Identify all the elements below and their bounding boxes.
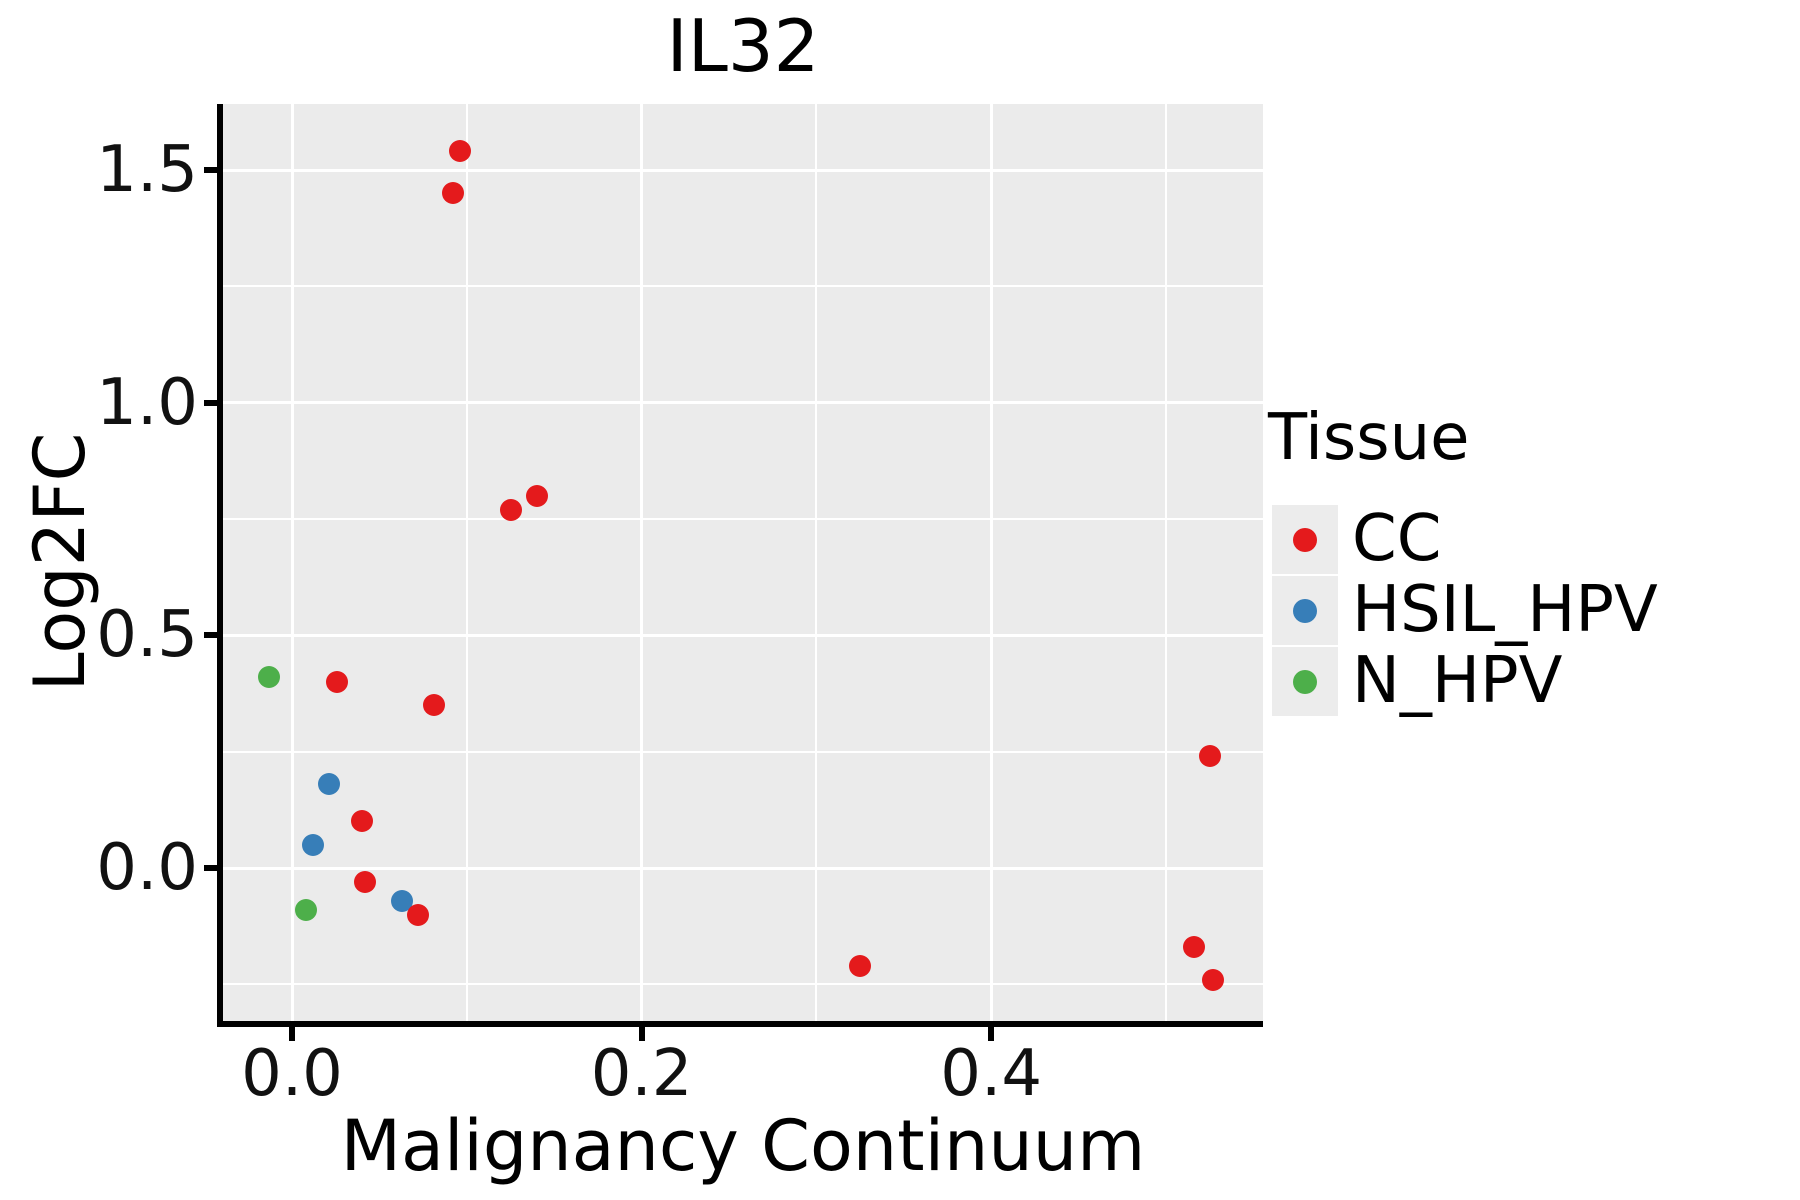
gridline-y-major [223,633,1263,637]
data-point-n_hpv [294,898,317,921]
data-point-cc [422,694,445,717]
x-tick-label: 0.0 [241,1037,343,1111]
gridline-y-minor [223,285,1263,288]
gridline-x-minor [1165,104,1167,1021]
y-tick-label: 1.0 [96,365,198,440]
y-tick-label: 1.5 [96,133,198,207]
legend-label: HSIL_HPV [1352,573,1658,647]
plot-panel [223,104,1263,1021]
gridline-x-major [989,104,993,1021]
legend-dot-n_hpv-icon [1293,669,1317,694]
y-tick-label: 0.5 [96,598,198,673]
legend-label: N_HPV [1352,644,1563,718]
gridline-x-major [290,104,294,1021]
plot-title: IL32 [666,4,820,88]
legend-key-box [1272,505,1338,574]
gridline-y-major [223,168,1263,172]
gridline-y-minor [223,983,1263,986]
x-tick [988,1027,995,1041]
legend-title: Tissue [1268,401,1470,475]
data-point-cc [1202,968,1225,991]
x-axis-title: Malignancy Continuum [340,1105,1146,1187]
data-point-cc [525,484,548,507]
legend-dot-cc-icon [1293,527,1317,552]
data-point-cc [406,903,429,926]
legend-dot-hsil_hpv-icon [1293,598,1317,623]
y-tick-label: 0.0 [96,831,198,905]
y-tick [204,865,217,871]
legend-key-box [1272,647,1338,716]
data-point-cc [849,954,872,977]
data-point-cc [1198,745,1221,768]
data-point-cc [441,182,464,205]
data-point-cc [448,140,471,163]
data-point-cc [499,498,522,521]
data-point-hsil_hpv [391,889,414,912]
data-point-cc [350,810,373,833]
gridline-x-major [640,104,644,1021]
gridline-y-minor [223,750,1263,753]
data-point-n_hpv [258,666,281,689]
y-axis-title-text: Log2FC [19,432,101,692]
data-point-hsil_hpv [301,833,324,856]
gridline-y-major [223,401,1263,405]
gridline-y-major [223,866,1263,870]
y-tick [204,632,217,639]
data-point-cc [354,870,377,893]
gridline-x-minor [465,104,468,1021]
data-point-cc [326,670,349,693]
y-tick [204,167,217,173]
y-tick [204,399,217,406]
data-point-hsil_hpv [317,773,340,796]
data-point-cc [1182,936,1205,959]
gridline-x-minor [815,104,818,1021]
x-tick [289,1027,295,1041]
x-tick-label: 0.2 [590,1037,693,1111]
y-axis-line [217,104,223,1027]
legend-label: CC [1352,502,1442,576]
x-tick-label: 0.4 [940,1037,1043,1111]
gridline-y-minor [223,518,1263,520]
x-tick [638,1027,645,1041]
x-axis-line [217,1021,1263,1027]
legend-key-box [1272,576,1338,645]
